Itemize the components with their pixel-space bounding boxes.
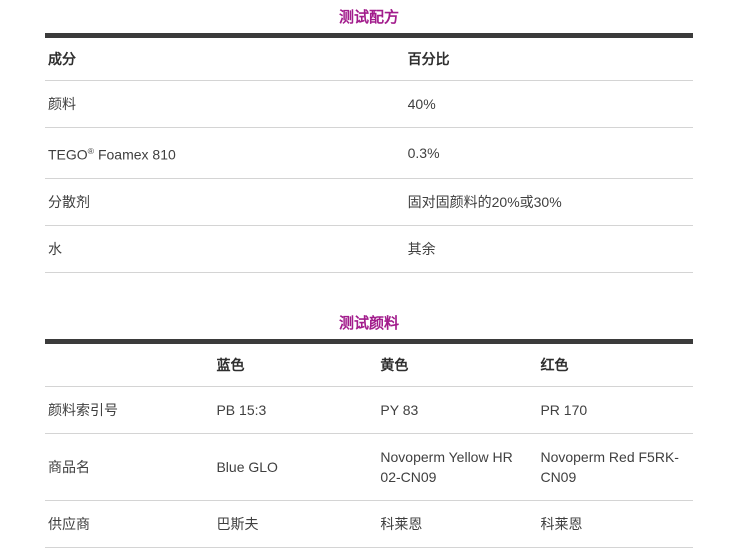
pigments-table-section: 测试颜料 蓝色 黄色 红色 颜料索引号 PB 15:3 PY 83 PR 170	[45, 273, 693, 548]
formula-table-section: 测试配方 成分 百分比 颜料 40% TEGO® Foamex 810 0.3%	[45, 0, 693, 273]
col-header-blue: 蓝色	[213, 341, 378, 387]
table-row: 商品名 Blue GLO Novoperm Yellow HR 02-CN09 …	[45, 433, 693, 501]
table-row: 颜料 40%	[45, 80, 693, 128]
formula-table-title: 测试配方	[338, 9, 399, 26]
cell-red: 科莱恩	[537, 500, 693, 548]
cell-percentage: 固对固颜料的20%或30%	[404, 178, 693, 226]
pigments-table: 蓝色 黄色 红色 颜料索引号 PB 15:3 PY 83 PR 170 商品名 …	[45, 338, 693, 548]
cell-percentage: 40%	[404, 80, 693, 128]
col-header-ingredient: 成分	[45, 35, 405, 81]
cell-blue: Blue GLO	[213, 433, 378, 501]
cell-row-label: 商品名	[45, 433, 214, 501]
pigments-table-title: 测试颜料	[338, 314, 399, 332]
cell-ingredient: 分散剂	[45, 178, 405, 226]
cell-blue: PB 15:3	[213, 386, 378, 434]
formula-header-row: 成分 百分比	[45, 35, 693, 81]
cell-row-label: 供应商	[45, 500, 214, 548]
cell-ingredient: 水	[45, 225, 405, 273]
table-row: 水 其余	[45, 225, 693, 273]
cell-row-label: 颜料索引号	[45, 386, 214, 434]
cell-ingredient: TEGO® Foamex 810	[45, 127, 405, 179]
pigments-header-row: 蓝色 黄色 红色	[45, 341, 693, 387]
cell-red: Novoperm Red F5RK-CN09	[537, 433, 693, 501]
col-header-percentage: 百分比	[404, 35, 693, 81]
table-row: 分散剂 固对固颜料的20%或30%	[45, 178, 693, 226]
cell-yellow: Novoperm Yellow HR 02-CN09	[377, 433, 538, 501]
col-header-red: 红色	[537, 341, 693, 387]
cell-percentage: 其余	[404, 225, 693, 273]
cell-blue: 巴斯夫	[213, 500, 378, 548]
cell-yellow: 科莱恩	[377, 500, 538, 548]
cell-yellow: PY 83	[377, 386, 538, 434]
cell-ingredient: 颜料	[45, 80, 405, 128]
col-header-empty	[45, 341, 214, 387]
table-row: TEGO® Foamex 810 0.3%	[45, 127, 693, 179]
cell-red: PR 170	[537, 386, 693, 434]
table-row: 颜料索引号 PB 15:3 PY 83 PR 170	[45, 386, 693, 434]
formula-table: 成分 百分比 颜料 40% TEGO® Foamex 810 0.3% 分散剂 …	[45, 33, 693, 273]
col-header-yellow: 黄色	[377, 341, 538, 387]
table-row: 供应商 巴斯夫 科莱恩 科莱恩	[45, 500, 693, 548]
cell-percentage: 0.3%	[404, 127, 693, 179]
